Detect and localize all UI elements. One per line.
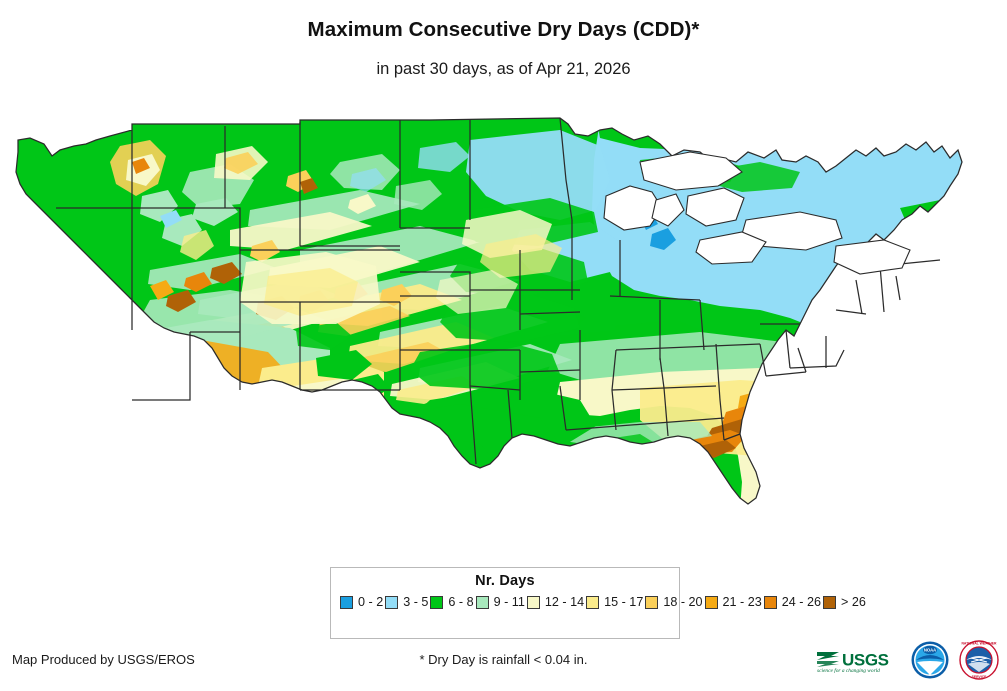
legend-item-18-20: 18 - 20	[645, 593, 703, 611]
legend-swatch-icon	[475, 595, 489, 609]
legend-swatch-icon	[526, 595, 540, 609]
svg-text:USGS: USGS	[842, 651, 889, 670]
legend-item-gt-26: > 26	[822, 593, 866, 611]
legend-item-0-2: 0 - 2	[340, 593, 383, 611]
footnote: * Dry Day is rainfall < 0.04 in.	[419, 652, 588, 667]
svg-text:science for a changing world: science for a changing world	[817, 667, 880, 674]
agency-logos: USGS science for a changing world NOAA N…	[815, 637, 999, 683]
page-title: Maximum Consecutive Dry Days (CDD)*	[307, 18, 700, 41]
page-subtitle: in past 30 days, as of Apr 21, 2026	[376, 60, 631, 78]
svg-text:NATIONAL WEATHER: NATIONAL WEATHER	[961, 641, 997, 645]
legend-swatch-icon	[645, 595, 659, 609]
great-lakes-nodata	[603, 151, 911, 275]
legend-swatch-icon	[822, 595, 836, 609]
usgs-logo: USGS science for a changing world	[817, 651, 889, 674]
legend-label: 15 - 17	[604, 595, 644, 609]
map-credit: Map Produced by USGS/EROS	[12, 652, 195, 667]
legend-swatch-icon	[586, 595, 600, 609]
legend-swatch-icon	[340, 595, 353, 609]
svg-text:SERVICE: SERVICE	[972, 675, 988, 679]
map-container[interactable]	[0, 100, 1007, 560]
legend-label: 3 - 5	[403, 595, 429, 609]
legend-item-15-17: 15 - 17	[586, 593, 643, 611]
legend-item-9-11: 9 - 11	[475, 593, 525, 611]
legend-label: 9 - 11	[493, 595, 525, 609]
legend-item-3-5: 3 - 5	[385, 593, 428, 611]
legend-label: > 26	[840, 595, 866, 609]
legend-item-12-14: 12 - 14	[526, 593, 585, 611]
legend-item-24-26: 24 - 26	[763, 593, 821, 611]
legend-label: 6 - 8	[448, 595, 474, 609]
legend-label: 0 - 2	[358, 595, 384, 609]
legend-label: 24 - 26	[781, 595, 821, 609]
noaa-logo: NOAA	[911, 641, 949, 679]
legend-box: Nr. Days 0 - 2 3 - 5 6 - 8 9 - 11 12 - 1…	[330, 567, 866, 639]
svg-text:NOAA: NOAA	[924, 648, 936, 653]
legend-swatch-icon	[430, 595, 444, 609]
legend-title: Nr. Days	[475, 573, 535, 589]
legend-items: 0 - 2 3 - 5 6 - 8 9 - 11 12 - 14 15 - 17	[331, 593, 866, 611]
legend-swatch-icon	[704, 595, 718, 609]
legend-item-6-8: 6 - 8	[430, 593, 474, 611]
legend-label: 18 - 20	[663, 595, 703, 609]
national-weather-service-logo: NATIONAL WEATHER SERVICE	[959, 640, 999, 680]
legend-swatch-icon	[763, 595, 777, 609]
legend-item-21-23: 21 - 23	[704, 593, 762, 611]
conus-choropleth-map[interactable]	[0, 100, 1007, 560]
legend-label: 12 - 14	[544, 595, 585, 609]
legend-swatch-icon	[385, 595, 399, 609]
legend-label: 21 - 23	[722, 595, 762, 609]
